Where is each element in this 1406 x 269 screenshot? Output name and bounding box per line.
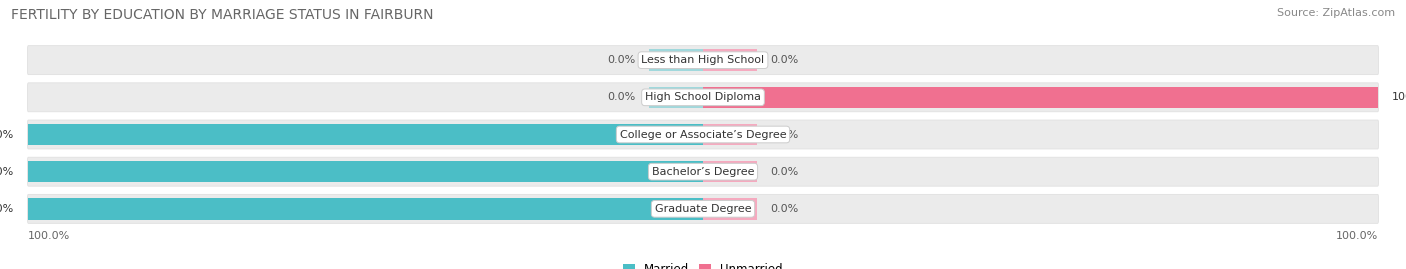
Text: 0.0%: 0.0% (607, 92, 636, 102)
Bar (703, 161, 756, 182)
Bar (28, 124, 703, 145)
Bar (703, 87, 1378, 108)
Text: Source: ZipAtlas.com: Source: ZipAtlas.com (1277, 8, 1395, 18)
Text: 100.0%: 100.0% (28, 231, 70, 240)
Text: 100.0%: 100.0% (1392, 92, 1406, 102)
Bar (650, 49, 703, 71)
Bar (703, 124, 756, 145)
FancyBboxPatch shape (28, 120, 1378, 149)
FancyBboxPatch shape (28, 83, 1378, 112)
Text: FERTILITY BY EDUCATION BY MARRIAGE STATUS IN FAIRBURN: FERTILITY BY EDUCATION BY MARRIAGE STATU… (11, 8, 433, 22)
Bar (650, 87, 703, 108)
Bar (28, 161, 703, 182)
FancyBboxPatch shape (28, 157, 1378, 186)
Text: High School Diploma: High School Diploma (645, 92, 761, 102)
Text: 0.0%: 0.0% (770, 129, 799, 140)
Text: College or Associate’s Degree: College or Associate’s Degree (620, 129, 786, 140)
FancyBboxPatch shape (28, 46, 1378, 75)
Bar (703, 49, 756, 71)
Text: Less than High School: Less than High School (641, 55, 765, 65)
Text: 100.0%: 100.0% (0, 129, 14, 140)
Text: Graduate Degree: Graduate Degree (655, 204, 751, 214)
Text: 100.0%: 100.0% (0, 204, 14, 214)
Text: 0.0%: 0.0% (607, 55, 636, 65)
Text: 0.0%: 0.0% (770, 167, 799, 177)
FancyBboxPatch shape (28, 194, 1378, 223)
Text: 100.0%: 100.0% (0, 167, 14, 177)
Text: 0.0%: 0.0% (770, 55, 799, 65)
Text: 0.0%: 0.0% (770, 204, 799, 214)
Legend: Married, Unmarried: Married, Unmarried (623, 263, 783, 269)
Bar (28, 198, 703, 220)
Text: 100.0%: 100.0% (1336, 231, 1378, 240)
Text: Bachelor’s Degree: Bachelor’s Degree (652, 167, 754, 177)
Bar (703, 198, 756, 220)
